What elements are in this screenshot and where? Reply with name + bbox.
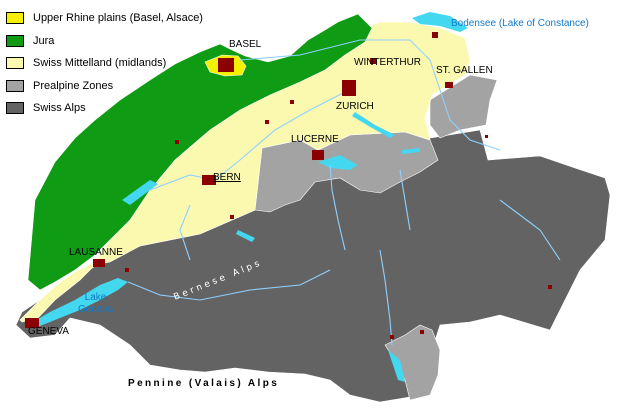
river-rhone bbox=[127, 269, 331, 301]
city-label-lucerne: LUCERNE bbox=[291, 134, 339, 145]
legend-item-prealpine: Prealpine Zones bbox=[6, 75, 203, 98]
lake-neuchatel bbox=[122, 180, 158, 205]
city-marker-small bbox=[548, 285, 552, 289]
legend-label: Swiss Mittelland (midlands) bbox=[33, 57, 167, 70]
map-legend: Upper Rhine plains (Basel, Alsace) Jura … bbox=[6, 7, 203, 120]
river-rhine bbox=[239, 39, 501, 151]
lake-constance bbox=[412, 12, 468, 32]
city-marker-zurich bbox=[342, 80, 356, 96]
river-sarine bbox=[179, 204, 191, 261]
city-marker-small bbox=[390, 335, 394, 339]
city-marker-bern bbox=[202, 175, 216, 185]
city-marker-small bbox=[290, 100, 294, 104]
city-marker-small bbox=[265, 120, 269, 124]
city-marker-basel bbox=[218, 58, 234, 72]
legend-item-swiss-alps: Swiss Alps bbox=[6, 97, 203, 120]
legend-swatch bbox=[6, 79, 24, 92]
city-label-geneva: GENEVA bbox=[28, 326, 69, 337]
city-marker-small bbox=[125, 268, 129, 272]
city-marker-small bbox=[175, 140, 179, 144]
city-label-st-gallen: ST. GALLEN bbox=[436, 65, 493, 76]
range-label-pennine-alps: Pennine (Valais) Alps bbox=[128, 378, 280, 389]
legend-swatch bbox=[6, 57, 24, 70]
water-label-bodensee: Bodensee (Lake of Constance) bbox=[451, 18, 589, 29]
city-marker-konstanz bbox=[432, 32, 438, 38]
city-marker-geneva bbox=[25, 318, 39, 328]
legend-swatch bbox=[6, 34, 24, 47]
city-label-bern: BERN bbox=[213, 172, 241, 183]
city-marker-lucerne bbox=[312, 150, 324, 160]
lake-maggiore bbox=[388, 350, 405, 382]
legend-label: Jura bbox=[33, 34, 55, 47]
legend-swatch bbox=[6, 12, 24, 25]
region-prealpine-st-gallen bbox=[429, 74, 498, 139]
legend-label: Prealpine Zones bbox=[33, 79, 114, 92]
lake-zurich bbox=[352, 112, 395, 138]
legend-swatch bbox=[6, 102, 24, 115]
city-marker-lausanne bbox=[93, 259, 105, 267]
river-aare bbox=[149, 91, 346, 191]
legend-item-mittelland: Swiss Mittelland (midlands) bbox=[6, 52, 203, 75]
river-network bbox=[127, 39, 561, 346]
city-label-zurich: ZURICH bbox=[336, 101, 374, 112]
legend-item-upper-rhine: Upper Rhine plains (Basel, Alsace) bbox=[6, 7, 203, 30]
city-label-lausanne: LAUSANNE bbox=[69, 247, 123, 258]
city-marker-small bbox=[230, 215, 234, 219]
lake-thun bbox=[236, 230, 255, 242]
city-marker-small bbox=[420, 330, 424, 334]
city-markers bbox=[25, 32, 552, 339]
water-label-lake-geneva: Lake Geneva bbox=[78, 292, 113, 316]
river-inn bbox=[499, 199, 561, 261]
city-marker-st-gallen bbox=[445, 82, 453, 88]
lake-geneva bbox=[28, 278, 128, 328]
legend-label: Upper Rhine plains (Basel, Alsace) bbox=[33, 12, 203, 25]
river-linth bbox=[399, 169, 411, 231]
river-ticino bbox=[379, 249, 393, 346]
lake-walen bbox=[402, 148, 420, 154]
lake-lucerne bbox=[318, 155, 358, 170]
city-marker-winterthur bbox=[370, 58, 376, 64]
city-label-basel: BASEL bbox=[229, 39, 262, 50]
region-jura bbox=[27, 13, 373, 291]
city-marker-small bbox=[485, 135, 488, 138]
river-reuss bbox=[329, 164, 346, 251]
legend-item-jura: Jura bbox=[6, 30, 203, 53]
legend-label: Swiss Alps bbox=[33, 102, 86, 115]
city-label-winterthur: WINTERTHUR bbox=[354, 57, 422, 68]
water-label-line: Lake bbox=[84, 292, 107, 303]
water-label-line: Geneva bbox=[78, 304, 114, 315]
